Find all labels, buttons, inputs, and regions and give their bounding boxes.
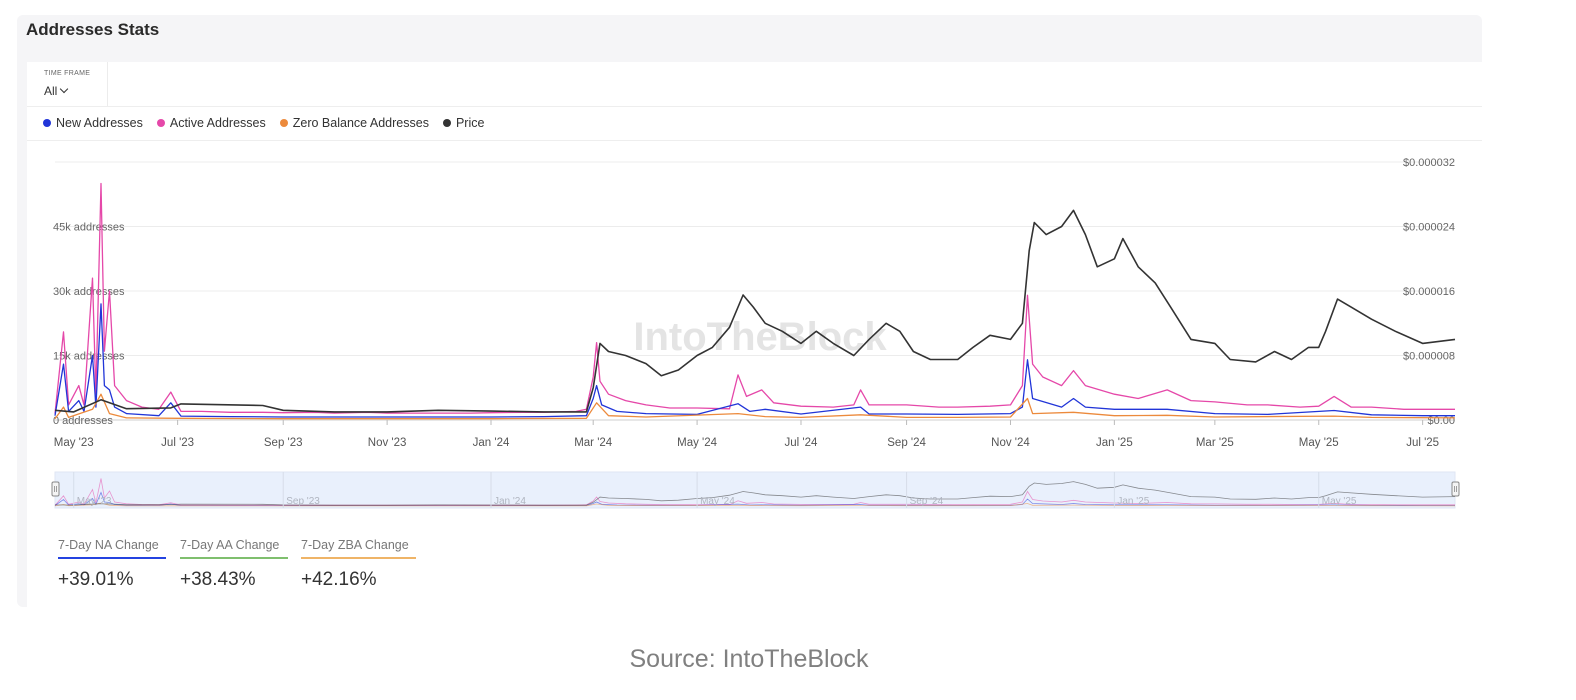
legend-label: New Addresses <box>56 116 143 130</box>
navigator-tick-label: Jan '24 <box>494 496 526 507</box>
series-line-zero-balance-addresses <box>54 393 1456 420</box>
y-left-tick-label: 30k addresses <box>53 286 125 298</box>
stat-aa-change: 7-Day AA Change +38.43% <box>180 538 288 591</box>
legend: New Addresses Active Addresses Zero Bala… <box>43 116 484 130</box>
x-tick-label: Sep '23 <box>264 437 303 449</box>
stat-value: +38.43% <box>180 569 256 590</box>
x-tick-label: Mar '25 <box>1196 437 1234 449</box>
x-tick-label: Jan '25 <box>1096 437 1133 449</box>
x-tick-label: Jul '23 <box>161 437 194 449</box>
y-left-tick-label: 45k addresses <box>53 222 125 234</box>
series-line-price <box>54 209 1456 413</box>
navigator-series <box>54 491 1455 506</box>
series-line-active-addresses <box>54 182 1455 414</box>
x-tick-label: Mar '24 <box>574 437 613 449</box>
x-tick-label: Nov '23 <box>368 437 407 449</box>
timeframe-value: All <box>44 84 58 98</box>
y-left-tick-label: 0 addresses <box>53 415 113 427</box>
stat-value: +39.01% <box>58 569 134 590</box>
stat-zba-change: 7-Day ZBA Change +42.16% <box>301 538 416 591</box>
x-tick-label: Nov '24 <box>991 437 1030 449</box>
divider <box>27 140 1482 141</box>
navigator-tick-label: May '23 <box>77 496 112 507</box>
timeframe-selector[interactable]: TIME FRAME All <box>27 62 108 106</box>
legend-label: Price <box>455 116 485 130</box>
series-line-new-addresses <box>54 303 1455 418</box>
stat-na-change: 7-Day NA Change +39.01% <box>58 538 166 591</box>
y-right-tick-label: $0.000032 <box>1403 157 1455 169</box>
y-right-tick-label: $0.000024 <box>1403 222 1455 234</box>
navigator-left-handle[interactable] <box>51 481 60 497</box>
navigator-tick-label: May '25 <box>1322 496 1357 507</box>
x-tick-label: May '23 <box>54 437 94 449</box>
legend-item-zero-balance-addresses[interactable]: Zero Balance Addresses <box>279 116 429 130</box>
y-right-tick-label: $0.000008 <box>1403 351 1455 363</box>
x-tick-label: Sep '24 <box>887 437 926 449</box>
navigator-tick-label: Sep '24 <box>910 496 944 507</box>
stat-label: 7-Day AA Change <box>180 538 288 559</box>
legend-item-price[interactable]: Price <box>442 116 485 130</box>
legend-dot-icon <box>43 119 51 127</box>
y-left-tick-label: 15k addresses <box>53 351 125 363</box>
chart-panel: TIME FRAME All New Addresses Active Addr… <box>27 62 1482 607</box>
legend-item-active-addresses[interactable]: Active Addresses <box>156 116 266 130</box>
navigator-series <box>54 481 1456 506</box>
card-title: Addresses Stats <box>26 20 160 39</box>
source-caption: Source: IntoTheBlock <box>629 645 869 673</box>
navigator-tick-label: May '24 <box>700 496 735 507</box>
chart-svg: IntoTheBlock 45k addresses 30k addresses 15… <box>51 157 1460 509</box>
stat-label: 7-Day ZBA Change <box>301 538 416 559</box>
y-right-tick-label: $0.00 <box>1427 415 1455 427</box>
x-tick-label: Jul '24 <box>785 437 818 449</box>
navigator-tick-label: Sep '23 <box>286 496 320 507</box>
legend-dot-icon <box>279 119 288 127</box>
stat-value: +42.16% <box>301 569 377 590</box>
timeframe-dropdown[interactable]: All <box>44 84 69 98</box>
y-right-tick-label: $0.000016 <box>1403 286 1455 298</box>
legend-item-new-addresses[interactable]: New Addresses <box>43 116 143 130</box>
watermark-text: IntoTheBlock <box>633 315 887 359</box>
divider <box>27 106 1482 107</box>
x-tick-label: Jan '24 <box>473 437 510 449</box>
legend-dot-icon <box>442 119 451 127</box>
legend-label: Active Addresses <box>169 116 266 130</box>
legend-label: Zero Balance Addresses <box>292 116 429 130</box>
timeframe-label: TIME FRAME <box>44 70 91 77</box>
x-tick-label: Jul '25 <box>1406 437 1439 449</box>
legend-dot-icon <box>156 119 165 127</box>
x-tick-label: May '24 <box>677 437 718 449</box>
navigator-tick-label: Jan '25 <box>1117 496 1149 507</box>
x-tick-label: May '25 <box>1299 437 1339 449</box>
navigator-right-handle[interactable] <box>1451 481 1460 497</box>
stat-label: 7-Day NA Change <box>58 538 166 559</box>
